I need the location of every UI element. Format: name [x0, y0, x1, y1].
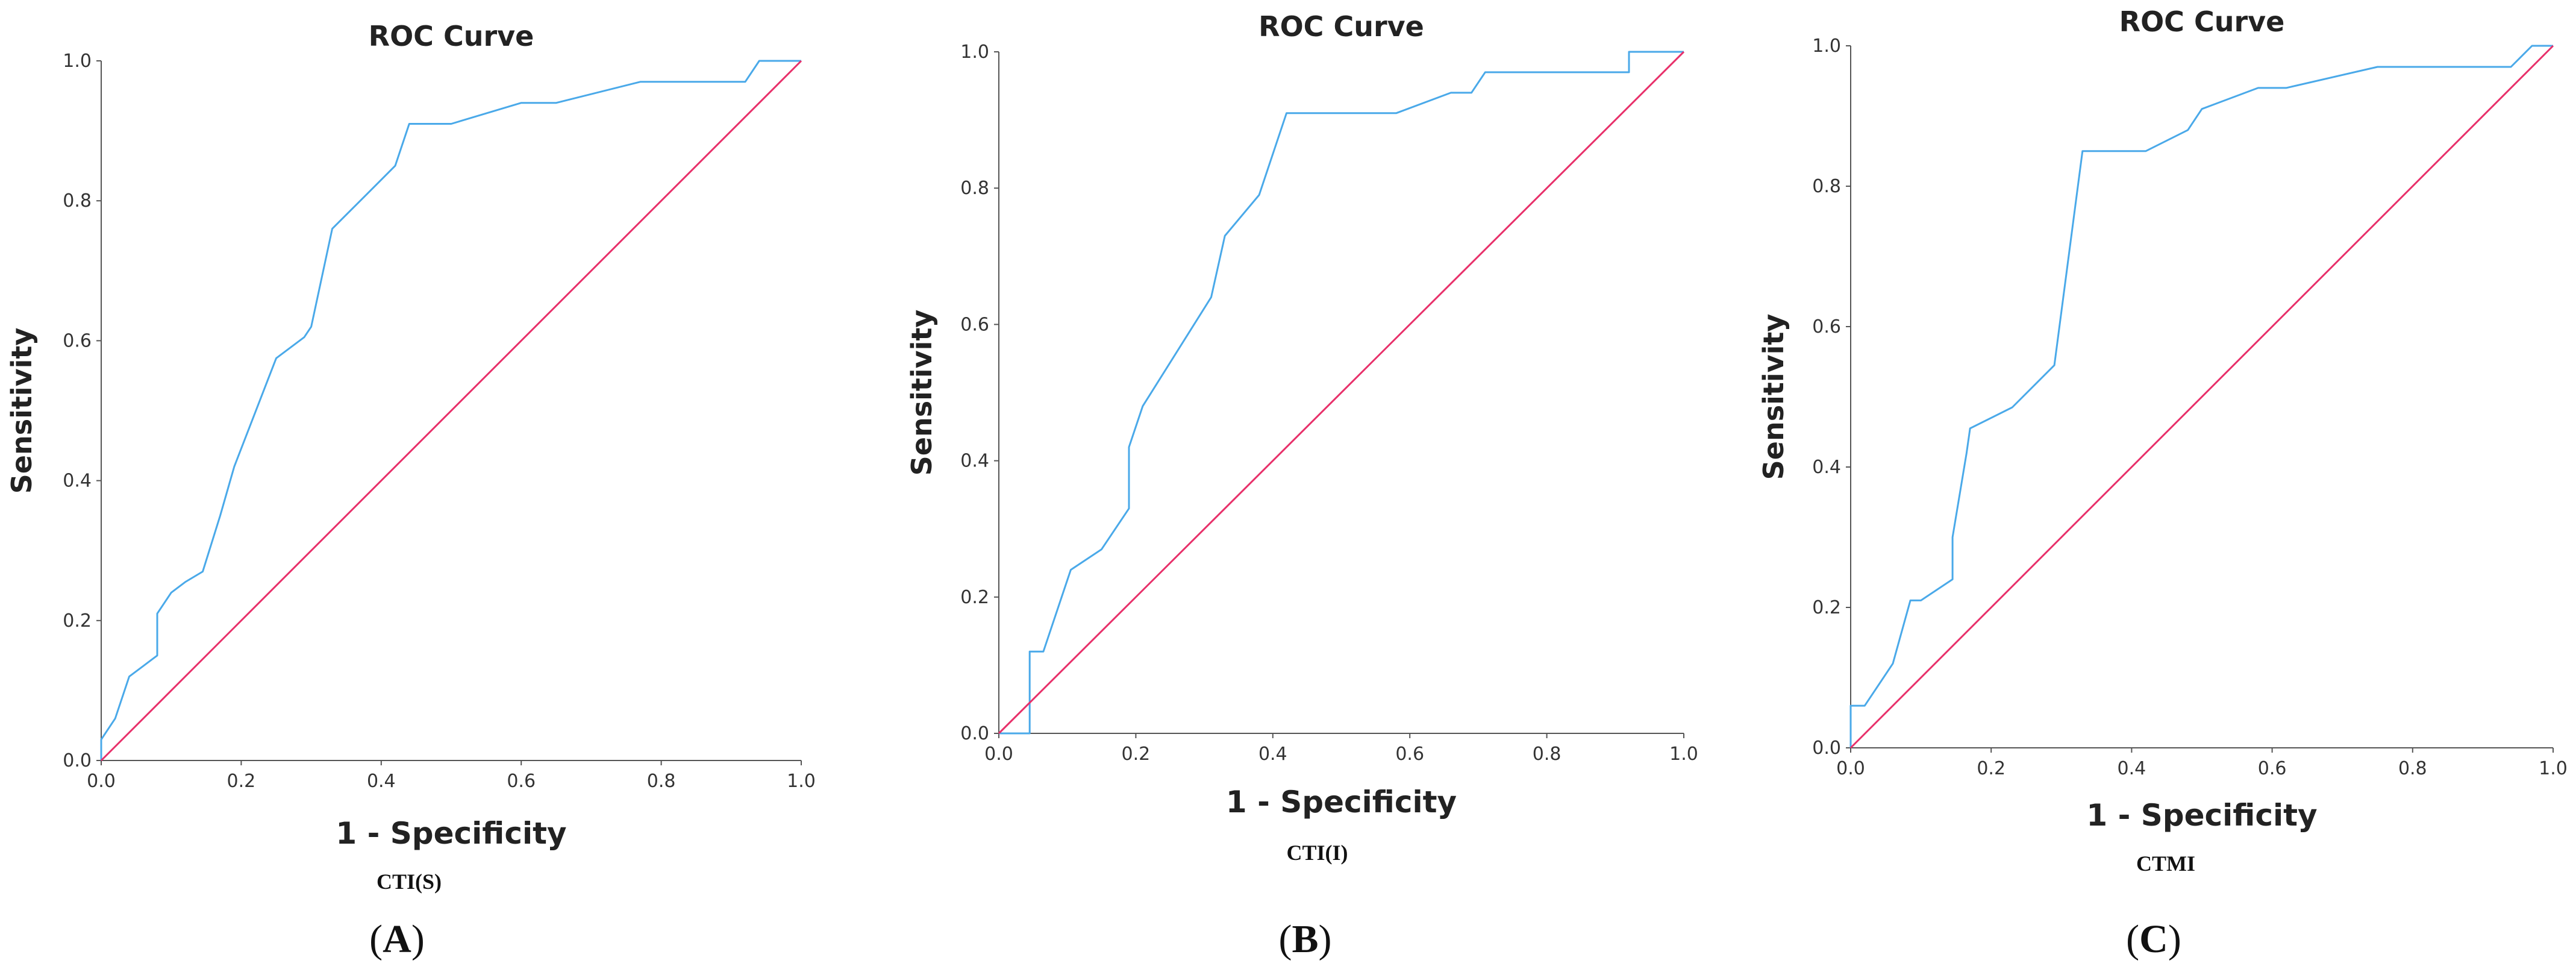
- panel-label: (A): [369, 917, 425, 961]
- y-tick-label: 0.6: [960, 314, 989, 335]
- y-tick-label: 0.6: [63, 330, 92, 351]
- y-tick-label: 0.0: [1812, 738, 1841, 759]
- x-tick-label: 1.0: [787, 771, 816, 792]
- x-tick-label: 0.2: [1122, 744, 1151, 765]
- reference-diagonal-line: [998, 51, 1685, 735]
- roc-panel-a: ROC Curve 0.0 0.2 0.4 0.6 0.8 1.0 0.0 0.2 0.4 0.6 0…: [5, 20, 816, 961]
- roc-panel-b: ROC Curve 0.0 0.2 0.4 0.6 0.8 1.0 0.0 0.2 0.4 0.6 0…: [905, 10, 1698, 961]
- y-tick-label: 1.0: [63, 51, 92, 72]
- x-tick-label: 1.0: [1669, 744, 1698, 765]
- y-axis-label: Sensitivity: [5, 328, 38, 494]
- x-tick-label: 0.4: [367, 771, 396, 792]
- x-tick-label: 0.0: [984, 744, 1013, 765]
- y-tick-label: 0.8: [1812, 176, 1841, 197]
- panel-label: (B): [1279, 917, 1332, 961]
- x-axis-label: 1 - Specificity: [2086, 798, 2317, 833]
- panel-letter: C: [2139, 917, 2168, 961]
- x-tick-label: 0.6: [1395, 744, 1424, 765]
- y-tick-label: 0.2: [63, 610, 92, 632]
- roc-curve-line: [100, 60, 801, 760]
- x-tick-label: 0.8: [647, 771, 676, 792]
- chart-title: ROC Curve: [2119, 5, 2285, 38]
- x-tick-label: 0.0: [87, 771, 116, 792]
- x-axis-label: 1 - Specificity: [1226, 785, 1457, 820]
- panel-caption: CTI(I): [1286, 841, 1348, 865]
- panel-letter: A: [383, 917, 411, 961]
- y-tick-label: 1.0: [1812, 36, 1841, 57]
- y-tick-label: 0.4: [1812, 457, 1841, 478]
- x-tick-label: 0.8: [2398, 758, 2427, 779]
- reference-diagonal-line: [100, 60, 802, 762]
- x-tick-label: 0.6: [507, 771, 536, 792]
- y-tick-label: 0.6: [1812, 316, 1841, 337]
- y-tick-label: 0.2: [960, 587, 989, 608]
- x-tick-label: 0.2: [1977, 758, 2005, 779]
- reference-diagonal-line: [1849, 45, 2554, 749]
- panel-label: (C): [2126, 917, 2181, 961]
- x-tick-label: 0.0: [1836, 758, 1865, 779]
- y-tick-label: 0.0: [960, 723, 989, 744]
- roc-panel-c: ROC Curve 0.0 0.2 0.4 0.6 0.8 1.0 0.0 0.2 0.4 0.6 0…: [1757, 5, 2568, 961]
- x-tick-label: 1.0: [2539, 758, 2568, 779]
- x-tick-label: 0.4: [2118, 758, 2146, 779]
- y-tick-label: 0.8: [960, 178, 989, 199]
- y-axis-label: Sensitivity: [905, 310, 938, 476]
- x-tick-label: 0.2: [227, 771, 256, 792]
- y-axis-label: Sensitivity: [1757, 314, 1790, 480]
- y-tick-label: 0.0: [63, 750, 92, 771]
- y-tick-label: 0.4: [63, 471, 92, 492]
- y-tick-label: 0.8: [63, 190, 92, 212]
- roc-curve-line: [1849, 45, 2553, 748]
- panel-caption: CTMI: [2136, 851, 2195, 876]
- panel-caption: CTI(S): [377, 870, 442, 894]
- panel-letter: B: [1292, 917, 1318, 961]
- x-tick-label: 0.6: [2258, 758, 2287, 779]
- x-tick-label: 0.8: [1533, 744, 1562, 765]
- chart-title: ROC Curve: [1258, 10, 1424, 43]
- y-tick-label: 0.4: [960, 451, 989, 472]
- y-tick-label: 0.2: [1812, 597, 1841, 618]
- x-axis-label: 1 - Specificity: [336, 816, 566, 851]
- y-tick-label: 1.0: [960, 42, 989, 63]
- x-tick-label: 0.4: [1258, 744, 1287, 765]
- roc-curve-line: [999, 51, 1684, 735]
- chart-title: ROC Curve: [369, 20, 534, 52]
